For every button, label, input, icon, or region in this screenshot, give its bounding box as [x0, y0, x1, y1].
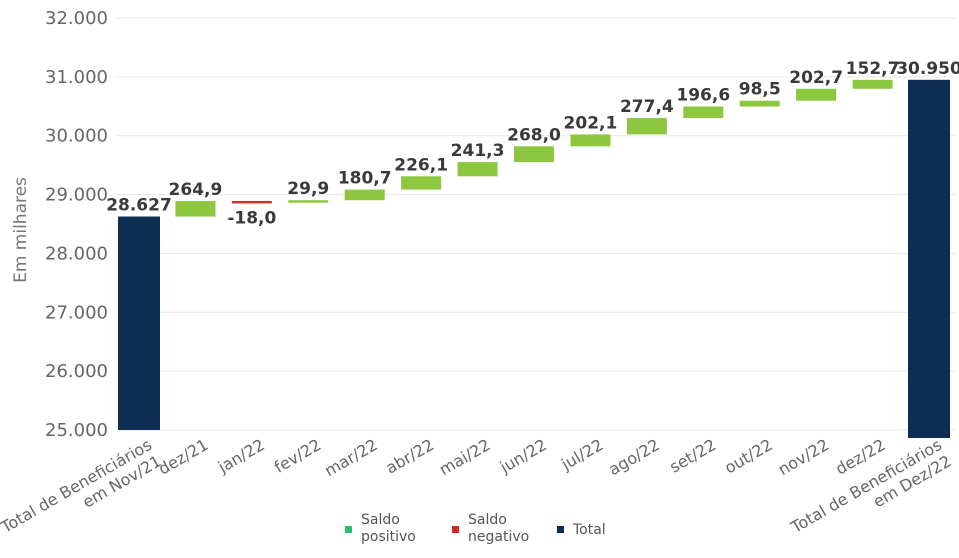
- legend-label-line: positivo: [361, 529, 416, 545]
- positive-bar: [626, 118, 667, 135]
- x-tick-label-line: ago/22: [605, 435, 663, 479]
- positive-bar: [570, 134, 611, 147]
- data-label: 30.950: [896, 59, 959, 79]
- x-tick-label-line: fev/22: [271, 435, 324, 477]
- legend-swatch: [557, 526, 564, 533]
- data-label: 264,9: [169, 180, 223, 200]
- legend-label: Total: [572, 522, 606, 538]
- x-tick-label: out/22: [721, 435, 775, 477]
- x-tick-label: dez/21: [155, 435, 211, 479]
- x-tick-label-line: abr/22: [382, 435, 437, 478]
- legend-label-line: Saldo: [361, 512, 400, 528]
- data-label: 180,7: [338, 169, 392, 189]
- y-tick-label: 30.000: [45, 126, 108, 147]
- x-tick-label-line: mar/22: [321, 435, 380, 480]
- y-tick-label: 25.000: [45, 420, 108, 441]
- data-label: 29,9: [287, 179, 329, 199]
- x-tick-label: abr/22: [382, 435, 437, 478]
- x-tick-label-line: mai/22: [436, 435, 494, 479]
- x-tick-label: jan/22: [214, 435, 268, 477]
- x-tick-label: mai/22: [436, 435, 494, 479]
- data-label: -18,0: [227, 208, 276, 228]
- data-label: 202,1: [564, 113, 618, 133]
- y-tick-label: 31.000: [45, 67, 108, 88]
- legend-label-line: Saldo: [468, 512, 507, 528]
- x-tick-label: jul/22: [557, 435, 606, 474]
- positive-bar: [344, 189, 385, 201]
- data-label: 28.627: [106, 196, 172, 216]
- y-tick-label: 27.000: [45, 302, 108, 323]
- x-tick-label-line: jul/22: [557, 435, 606, 474]
- data-label: 268,0: [507, 125, 561, 145]
- legend-label: Saldo negativo: [468, 512, 529, 545]
- x-tick-label: ago/22: [605, 435, 663, 479]
- data-label: 98,5: [739, 80, 781, 100]
- data-label: 202,7: [789, 68, 843, 88]
- total-bar: [908, 79, 950, 439]
- legend-swatch: [345, 526, 352, 533]
- positive-bar: [852, 79, 893, 89]
- x-tick-label: nov/22: [775, 435, 832, 479]
- positive-bar: [401, 176, 442, 190]
- x-tick-label-line: dez/21: [155, 435, 211, 479]
- legend-label-line: Total: [572, 522, 606, 538]
- positive-bar: [175, 200, 216, 217]
- legend-swatch: [452, 526, 459, 533]
- x-tick-label: mar/22: [321, 435, 380, 480]
- positive-bar: [796, 88, 837, 101]
- total-bar: [118, 216, 160, 430]
- data-label: 196,6: [676, 86, 730, 106]
- positive-bar: [739, 100, 780, 107]
- x-tick-label-line: set/22: [666, 435, 719, 477]
- data-label: 277,4: [620, 97, 674, 117]
- legend-label: Saldo positivo: [361, 512, 416, 545]
- positive-bar: [683, 106, 724, 119]
- x-tick-label-line: nov/22: [775, 435, 832, 479]
- y-tick-label: 28.000: [45, 243, 108, 264]
- negative-bar: [231, 200, 272, 204]
- data-label: 152,7: [846, 59, 900, 79]
- x-tick-label-line: jun/22: [496, 435, 550, 477]
- y-axis-title: Em milhares: [11, 177, 31, 283]
- x-tick-label-line: out/22: [721, 435, 775, 477]
- x-tick-label: fev/22: [271, 435, 324, 477]
- data-label: 241,3: [451, 141, 505, 161]
- y-tick-label: 29.000: [45, 185, 108, 206]
- legend-label-line: negativo: [468, 529, 529, 545]
- y-tick-label: 32.000: [45, 8, 108, 29]
- data-label: 226,1: [394, 155, 448, 175]
- positive-bar: [457, 162, 498, 177]
- y-tick-label: 26.000: [45, 361, 108, 382]
- x-tick-label-line: jan/22: [214, 435, 268, 477]
- x-tick-label: set/22: [666, 435, 719, 477]
- positive-bar: [514, 146, 554, 163]
- x-tick-label: jun/22: [496, 435, 550, 477]
- positive-bar: [288, 200, 329, 203]
- x-tick-label: Total de Beneficiáriosem Nov/21: [0, 435, 164, 554]
